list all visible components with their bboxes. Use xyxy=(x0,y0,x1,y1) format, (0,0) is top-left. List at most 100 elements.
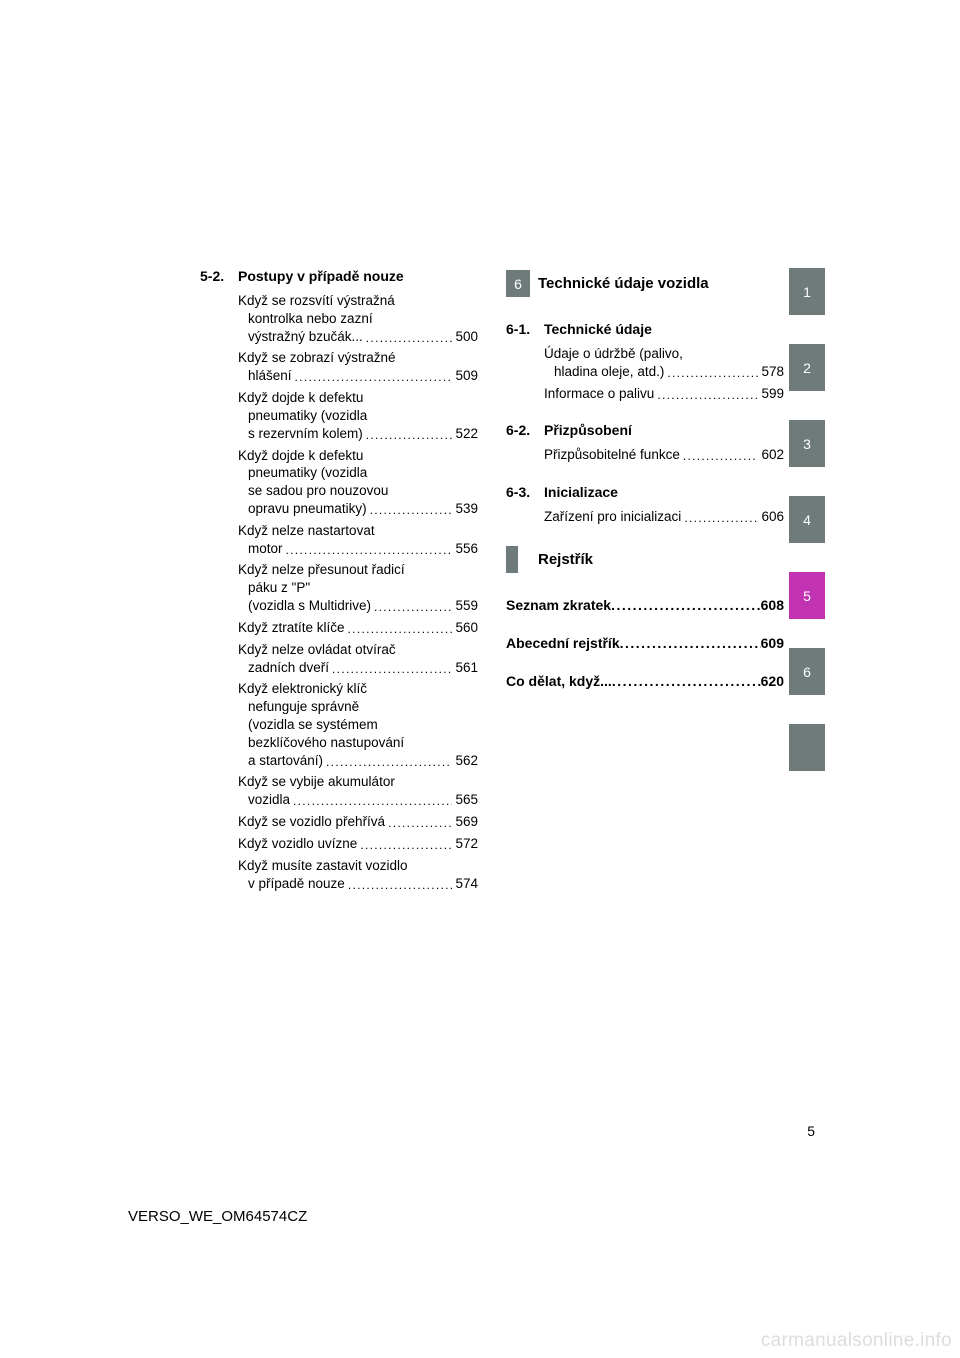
toc-text: s rezervním kolem) xyxy=(238,425,363,443)
toc-line: Když dojde k defektu xyxy=(238,447,478,465)
toc-page: 556 xyxy=(452,540,478,558)
toc-last-line: Když se vozidlo přehřívá................… xyxy=(238,813,478,831)
section-number: 6-2. xyxy=(506,422,544,438)
leader-dots: ........................................… xyxy=(283,543,453,559)
toc-page: 522 xyxy=(452,425,478,443)
leader-dots: ........................................… xyxy=(363,331,453,347)
index-page: 609 xyxy=(761,635,784,651)
doc-id: VERSO_WE_OM64574CZ xyxy=(128,1208,307,1225)
toc-text: opravu pneumatiky) xyxy=(238,500,367,518)
index-label: Seznam zkratek xyxy=(506,597,611,613)
toc-entry: Když dojde k defektupneumatiky (vozidlas… xyxy=(238,447,478,518)
index-entry: Abecední rejstřík.......................… xyxy=(506,635,784,651)
leader-dots: ........................................… xyxy=(664,366,758,382)
section-heading: 6-1.Technické údaje xyxy=(506,321,784,337)
section-entries: Údaje o údržbě (palivo,hladina oleje, at… xyxy=(544,345,784,402)
toc-text: Když se vozidlo přehřívá xyxy=(238,813,385,831)
toc-line: Když nelze nastartovat xyxy=(238,522,478,540)
section-block: 6-1.Technické údaje Údaje o údržbě (paliv… xyxy=(506,321,784,402)
toc-page: 606 xyxy=(758,508,784,526)
toc-line: Když nelze ovládat otvírač xyxy=(238,641,478,659)
section-entries: Zařízení pro inicializaci...............… xyxy=(544,508,784,526)
chapter-label: Technické údaje vozidla xyxy=(538,275,709,292)
toc-line: pneumatiky (vozidla xyxy=(238,464,478,482)
toc-line: kontrolka nebo zazní xyxy=(238,310,478,328)
toc-line: Údaje o údržbě (palivo, xyxy=(544,345,784,363)
index-label: Abecední rejstřík xyxy=(506,635,620,651)
toc-last-line: hlášení.................................… xyxy=(238,367,478,385)
toc-entry: Když nelze nastartovatmotor.............… xyxy=(238,522,478,558)
toc-page: 578 xyxy=(758,363,784,381)
toc-page: 574 xyxy=(452,875,478,893)
toc-entry: Když se vybije akumulátorvozidla........… xyxy=(238,773,478,809)
toc-page: 500 xyxy=(452,328,478,346)
section-block: 6-2.Přizpůsobení Přizpůsobitelné funkce..… xyxy=(506,422,784,464)
toc-last-line: (vozidla s Multidrive)..................… xyxy=(238,597,478,615)
toc-line: Když elektronický klíč xyxy=(238,680,478,698)
side-tab[interactable]: 1 xyxy=(789,268,825,315)
toc-page: 539 xyxy=(452,500,478,518)
leader-dots: ........................................… xyxy=(329,662,452,678)
leader-dots: ........................................… xyxy=(681,511,758,527)
toc-last-line: motor...................................… xyxy=(238,540,478,558)
toc-text: Informace o palivu xyxy=(544,385,654,403)
index-page: 608 xyxy=(761,597,784,613)
toc-text: motor xyxy=(238,540,283,558)
left-entries: Když se rozsvítí výstražnákontrolka nebo… xyxy=(238,292,478,892)
toc-page: 509 xyxy=(452,367,478,385)
toc-text: hladina oleje, atd.) xyxy=(544,363,664,381)
page-number: 5 xyxy=(807,1123,815,1139)
toc-line: pneumatiky (vozidla xyxy=(238,407,478,425)
toc-page: 572 xyxy=(452,835,478,853)
toc-text: a startování) xyxy=(238,752,323,770)
leader-dots: ........................................… xyxy=(385,816,452,832)
side-tab[interactable]: 3 xyxy=(789,420,825,467)
side-tab[interactable]: 4 xyxy=(789,496,825,543)
toc-text: výstražný bzučák... xyxy=(238,328,363,346)
toc-text: Když ztratíte klíče xyxy=(238,619,345,637)
toc-text: Když vozidlo uvízne xyxy=(238,835,357,853)
toc-last-line: výstražný bzučák........................… xyxy=(238,328,478,346)
toc-entry: Když musíte zastavit vozidlov případě no… xyxy=(238,857,478,893)
toc-last-line: Když vozidlo uvízne.....................… xyxy=(238,835,478,853)
toc-line: (vozidla se systémem xyxy=(238,716,478,734)
toc-last-line: s rezervním kolem)......................… xyxy=(238,425,478,443)
toc-line: Když se vybije akumulátor xyxy=(238,773,478,791)
leader-dots: ........................................… xyxy=(611,597,761,611)
toc-line: Když se rozsvítí výstražná xyxy=(238,292,478,310)
toc-page: 599 xyxy=(758,385,784,403)
section-number: 6-1. xyxy=(506,321,544,337)
section-title: Přizpůsobení xyxy=(544,422,632,438)
toc-entry: Když se zobrazí výstražnéhlášení........… xyxy=(238,349,478,385)
leader-dots: ........................................… xyxy=(680,449,759,465)
page-body: 5-2. Postupy v případě nouze Když se roz… xyxy=(0,268,960,896)
leader-dots: ........................................… xyxy=(292,370,453,386)
leader-dots: ........................................… xyxy=(612,673,761,687)
toc-page: 559 xyxy=(452,597,478,615)
leader-dots: ........................................… xyxy=(290,794,452,810)
section-entries: Přizpůsobitelné funkce..................… xyxy=(544,446,784,464)
toc-line: se sadou pro nouzovou xyxy=(238,482,478,500)
index-entries: Seznam zkratek..........................… xyxy=(506,597,784,689)
toc-line: nefunguje správně xyxy=(238,698,478,716)
toc-entry: Údaje o údržbě (palivo,hladina oleje, at… xyxy=(544,345,784,381)
chapter-tab: 6 xyxy=(506,270,530,297)
index-page: 620 xyxy=(761,673,784,689)
index-entry: Co dělat, když..........................… xyxy=(506,673,784,689)
side-tabs: 1 2 3 4 5 6 xyxy=(789,268,825,800)
toc-entry: Když elektronický klíčnefunguje správně(… xyxy=(238,680,478,769)
side-tab[interactable]: 6 xyxy=(789,648,825,695)
section-title: Inicializace xyxy=(544,484,618,500)
section-block: 6-3.InicializaceZařízení pro inicializac… xyxy=(506,484,784,526)
section-number: 5-2. xyxy=(200,268,238,284)
toc-text: zadních dveří xyxy=(238,659,329,677)
toc-last-line: Když ztratíte klíče.....................… xyxy=(238,619,478,637)
side-tab[interactable] xyxy=(789,724,825,771)
side-tab[interactable]: 5 xyxy=(789,572,825,619)
side-tab[interactable]: 2 xyxy=(789,344,825,391)
toc-entry: Když nelze ovládat otvíračzadních dveří.… xyxy=(238,641,478,677)
toc-last-line: zadních dveří...........................… xyxy=(238,659,478,677)
index-banner: Rejstřík xyxy=(506,546,784,573)
section-title: Technické údaje xyxy=(544,321,652,337)
toc-line: Když dojde k defektu xyxy=(238,389,478,407)
